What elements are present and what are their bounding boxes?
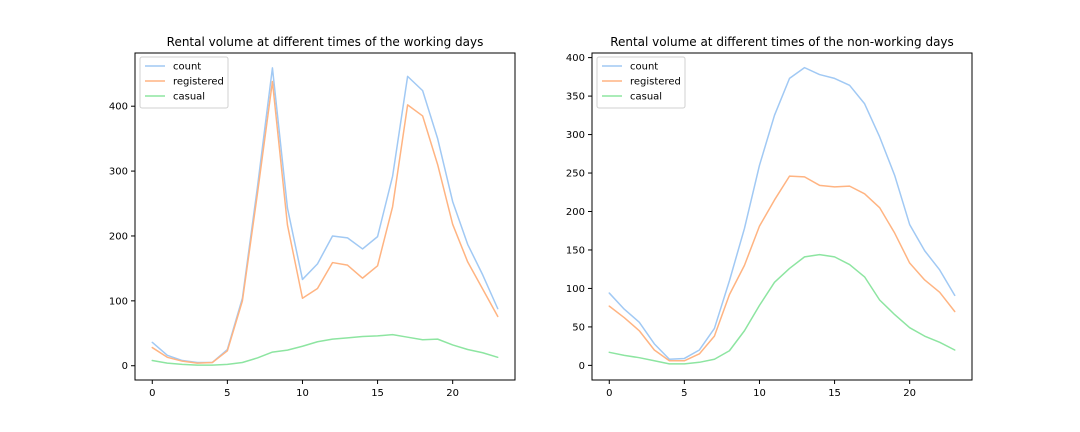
y-tick-label: 350 xyxy=(566,92,585,103)
y-tick-label: 100 xyxy=(109,296,128,307)
series-line-registered xyxy=(151,80,499,364)
y-tick-label: 200 xyxy=(109,231,128,242)
y-tick-label: 200 xyxy=(566,207,585,218)
plot-area: 0 5 10 15 20050100150200250300350400countreg… xyxy=(566,52,973,399)
series-line-registered xyxy=(608,175,956,362)
x-tick-label: 15 xyxy=(828,388,841,399)
series-line-count xyxy=(608,66,956,360)
axes-frame xyxy=(134,52,516,381)
legend-label-casual: casual xyxy=(173,92,205,103)
y-tick-label: 250 xyxy=(566,169,585,180)
legend-label-casual: casual xyxy=(630,92,662,103)
legend-label-registered: registered xyxy=(173,77,224,88)
x-tick-label: 20 xyxy=(903,388,916,399)
y-tick-label: 150 xyxy=(566,245,585,256)
axes-frame xyxy=(591,52,973,381)
x-tick-label: 0 xyxy=(606,388,612,399)
x-tick-label: 5 xyxy=(681,388,687,399)
legend: count registered casual xyxy=(596,56,686,109)
chart-title: Rental volume at different times of the … xyxy=(610,35,954,49)
x-tick-label: 0 xyxy=(149,388,155,399)
y-tick-label: 300 xyxy=(566,130,585,141)
chart-title: Rental volume at different times of the … xyxy=(167,35,484,49)
y-tick-label: 50 xyxy=(572,322,585,333)
y-tick-label: 400 xyxy=(566,53,585,64)
series-line-casual xyxy=(151,333,499,366)
x-tick-label: 15 xyxy=(371,388,384,399)
legend: count registered casual xyxy=(139,56,229,109)
legend-label-registered: registered xyxy=(630,77,681,88)
plot-area: 0 5 10 15 200100200300400countregisteredcasu… xyxy=(109,52,516,399)
x-tick-label: 5 xyxy=(224,388,230,399)
chart-working-days: Rental volume at different times of the … xyxy=(109,35,516,399)
y-tick-label: 0 xyxy=(122,361,128,372)
x-tick-label: 20 xyxy=(446,388,459,399)
chart-non-working-days: Rental volume at different times of the … xyxy=(566,35,973,399)
y-tick-label: 400 xyxy=(109,102,128,113)
y-tick-label: 100 xyxy=(566,284,585,295)
legend-label-count: count xyxy=(630,62,658,73)
series-line-casual xyxy=(608,253,956,365)
y-tick-label: 0 xyxy=(579,361,585,372)
x-tick-label: 10 xyxy=(753,388,766,399)
legend-label-count: count xyxy=(173,62,201,73)
y-tick-label: 300 xyxy=(109,167,128,178)
x-tick-label: 10 xyxy=(296,388,309,399)
